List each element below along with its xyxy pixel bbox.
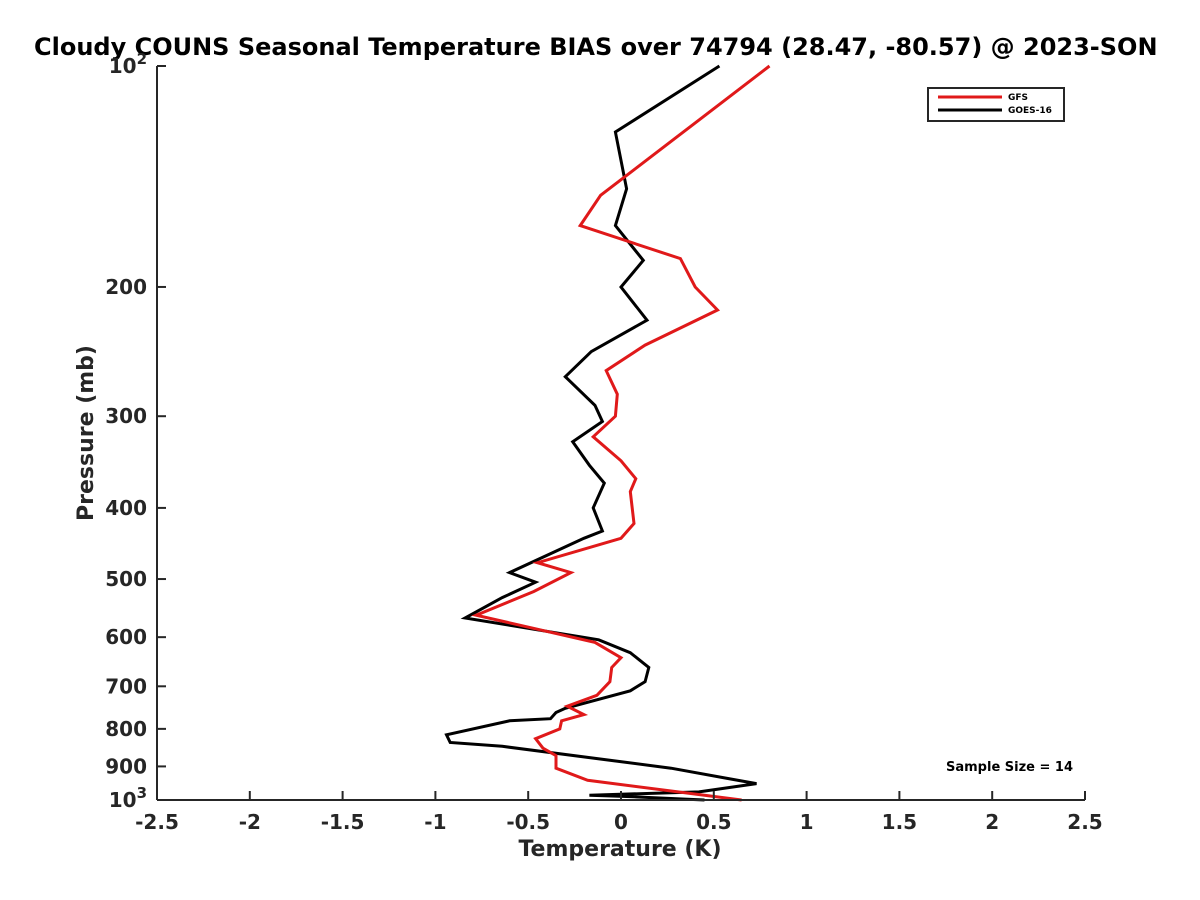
series-line-gfs bbox=[471, 64, 771, 802]
legend: GFS GOES-16 bbox=[927, 87, 1065, 122]
y-tick-label: 600 bbox=[105, 625, 147, 649]
x-tick-label: 0 bbox=[614, 810, 628, 834]
y-tick-label: 500 bbox=[105, 567, 147, 591]
y-tick-label: 700 bbox=[105, 674, 147, 698]
x-tick-label: -0.5 bbox=[506, 810, 550, 834]
y-axis-label: Pressure (mb) bbox=[74, 345, 99, 521]
x-tick-label: 0.5 bbox=[696, 810, 731, 834]
sample-size-annotation: Sample Size = 14 bbox=[946, 760, 1073, 775]
series-layer bbox=[444, 64, 771, 802]
y-tick-label: 200 bbox=[105, 275, 147, 299]
y-tick-label: 102 bbox=[109, 50, 147, 78]
y-tick-label: 300 bbox=[105, 404, 147, 428]
x-tick-label: -2.5 bbox=[135, 810, 179, 834]
x-tick-label: 2.5 bbox=[1067, 810, 1102, 834]
x-tick-label: 2 bbox=[985, 810, 999, 834]
x-tick-label: -1.5 bbox=[321, 810, 365, 834]
y-tick-label: 400 bbox=[105, 496, 147, 520]
x-tick-label: 1.5 bbox=[882, 810, 917, 834]
legend-label: GOES-16 bbox=[1008, 106, 1052, 116]
y-tick-label: 900 bbox=[105, 754, 147, 778]
axes-layer: -2.5 -2 -1.5 -1 -0.5 0 0.5 1 1.5 2 2.5 102 200 300 400… bbox=[105, 50, 1102, 834]
x-tick-label: -2 bbox=[239, 810, 261, 834]
y-tick-label: 103 bbox=[109, 784, 147, 812]
legend-label: GFS bbox=[1008, 93, 1028, 103]
series-line-goes-16 bbox=[444, 64, 757, 802]
x-axis-label: Temperature (K) bbox=[518, 837, 721, 862]
legend-box bbox=[927, 87, 1065, 122]
x-tick-label: -1 bbox=[424, 810, 446, 834]
x-tick-label: 1 bbox=[800, 810, 814, 834]
y-tick-label: 800 bbox=[105, 717, 147, 741]
chart-title: Cloudy COUNS Seasonal Temperature BIAS o… bbox=[34, 33, 1158, 61]
